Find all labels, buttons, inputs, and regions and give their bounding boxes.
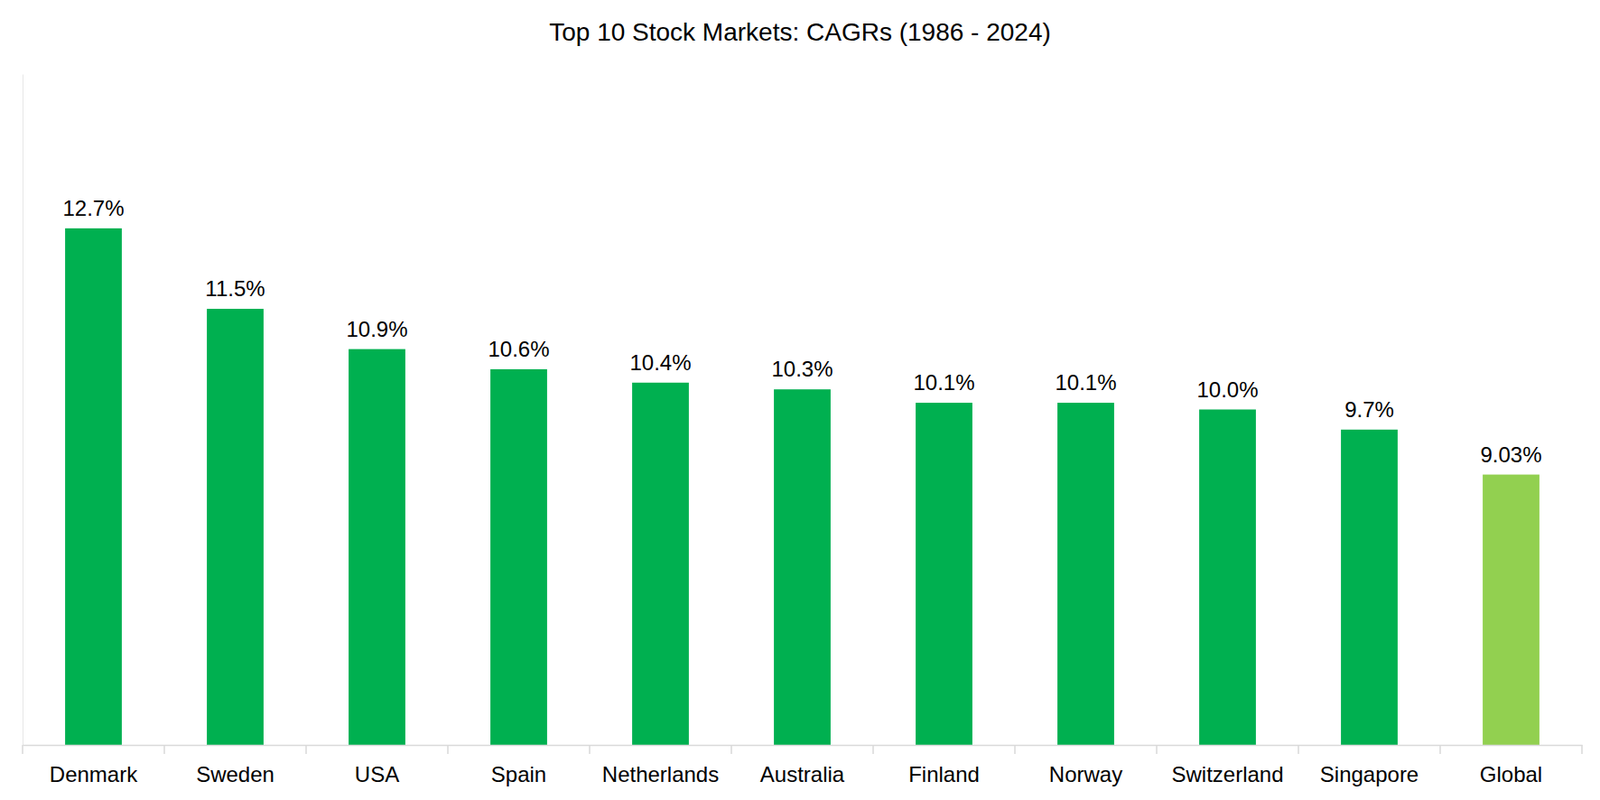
x-tick-label: Denmark (49, 762, 139, 787)
y-axis (22, 74, 24, 746)
y-axis-line (22, 74, 24, 746)
category-separator (872, 744, 875, 754)
bar (1482, 474, 1540, 745)
bar (490, 369, 548, 745)
bar (65, 228, 122, 745)
data-label: 9.7% (1344, 397, 1395, 422)
x-tick: Norway (1049, 744, 1123, 787)
category-separator (446, 744, 449, 754)
bar (1057, 402, 1115, 745)
bar (915, 402, 973, 745)
data-label: 10.6% (487, 336, 549, 362)
data-label: 10.1% (1054, 370, 1117, 395)
category-separator (1297, 744, 1300, 754)
bar (632, 382, 689, 745)
x-tick: Singapore (1320, 744, 1419, 787)
data-label: 10.4% (629, 350, 691, 375)
x-tick: Sweden (195, 744, 275, 787)
x-tick-label: Netherlands (602, 762, 719, 787)
category-separator (1155, 744, 1158, 754)
bar (348, 349, 406, 745)
x-tick: USA (354, 744, 400, 787)
x-tick-label: Finland (908, 762, 980, 787)
x-tick: Finland (908, 744, 980, 787)
category-separator (163, 744, 166, 754)
data-label: 10.1% (912, 370, 975, 395)
data-label: 10.9% (345, 316, 408, 342)
x-axis-line (23, 744, 1583, 747)
data-label: 9.03% (1479, 442, 1542, 467)
bar (1199, 409, 1256, 746)
category-separator (1013, 744, 1016, 754)
category-separator (588, 744, 591, 754)
x-tick-label: Norway (1049, 762, 1123, 787)
data-labels: 12.7% 11.5% 10.9% 10.6% 10.4% 10.3% 10.1% 10.1%… (62, 195, 1542, 467)
x-tick: Denmark (49, 744, 139, 787)
x-tick: Spain (491, 744, 547, 787)
plot-area: Denmark Sweden USA Spain Netherlands Australi… (22, 74, 1583, 788)
x-axis: Denmark Sweden USA Spain Netherlands Australi… (22, 744, 1583, 787)
bar (1340, 429, 1398, 745)
x-tick-label: USA (354, 762, 400, 787)
x-tick: Switzerland (1171, 744, 1284, 787)
x-tick-label: Switzerland (1171, 762, 1284, 787)
data-label: 10.0% (1196, 377, 1258, 402)
category-separator (1439, 744, 1442, 754)
x-tick-label: Global (1479, 762, 1543, 787)
x-tick-label: Australia (760, 762, 846, 787)
data-label: 10.3% (771, 356, 833, 382)
x-tick-label: Sweden (195, 762, 275, 787)
bars (65, 228, 1540, 745)
category-separator (21, 744, 24, 754)
chart: Denmark Sweden USA Spain Netherlands Australi… (0, 0, 1600, 800)
category-separator (305, 744, 307, 754)
x-tick: Australia (760, 744, 846, 787)
category-separator (1581, 744, 1583, 754)
bar (773, 389, 831, 745)
x-tick: Global (1479, 744, 1543, 787)
x-tick-label: Spain (491, 762, 547, 787)
bar (206, 308, 264, 745)
x-tick: Netherlands (602, 744, 719, 787)
category-separator (730, 744, 733, 754)
data-label: 11.5% (204, 276, 265, 301)
data-label: 12.7% (62, 195, 124, 221)
title: Top 10 Stock Markets: CAGRs (1986 - 2024… (548, 18, 1052, 47)
x-tick-label: Singapore (1320, 762, 1419, 787)
